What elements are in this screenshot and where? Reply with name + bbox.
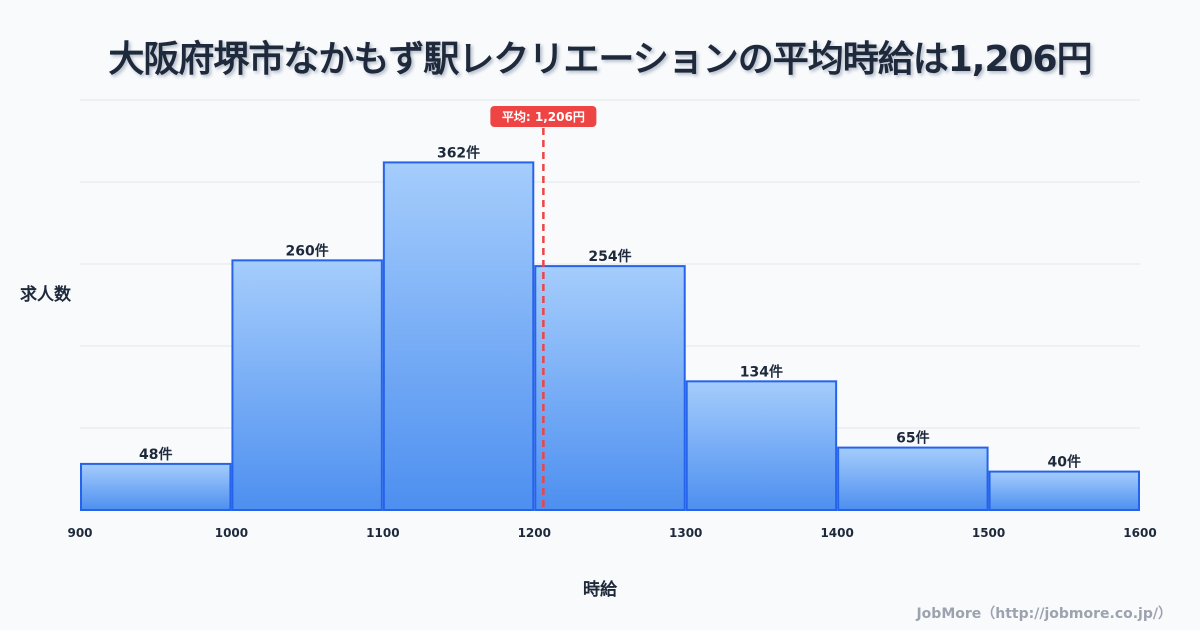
histogram-bar <box>988 470 1140 511</box>
histogram-bar <box>685 380 838 511</box>
x-axis-label: 時給 <box>583 580 617 600</box>
x-tick-label: 1600 <box>1123 526 1156 540</box>
bar-data-label: 48件 <box>139 446 172 463</box>
bar-data-label: 260件 <box>286 242 329 259</box>
bar-data-label: 65件 <box>896 430 929 447</box>
bar-data-label: 40件 <box>1048 454 1081 471</box>
bar-data-label: 254件 <box>588 248 631 265</box>
x-tick-label: 1300 <box>669 526 702 540</box>
footer-credit: JobMore（http://jobmore.co.jp/） <box>916 606 1172 622</box>
x-tick-label: 1400 <box>820 526 853 540</box>
bar-data-label: 134件 <box>740 363 783 380</box>
histogram-bar <box>534 265 686 512</box>
histogram-bar <box>382 161 535 511</box>
mean-label: 平均: 1,206円 <box>502 109 585 124</box>
histogram-bar <box>80 462 232 512</box>
x-tick-label: 1200 <box>518 526 551 540</box>
x-tick-label: 1100 <box>366 526 399 540</box>
histogram-bar <box>231 259 383 511</box>
histogram-bar <box>837 446 989 512</box>
x-tick-label: 900 <box>67 526 92 540</box>
y-axis-label: 求人数 <box>20 285 71 305</box>
bar-data-label: 362件 <box>437 144 480 161</box>
mean-label-badge <box>490 106 597 127</box>
x-tick-label: 1500 <box>972 526 1005 540</box>
x-tick-label: 1000 <box>215 526 248 540</box>
chart-title: 大阪府堺市なかもず駅レクリエーションの平均時給は1,206円 <box>108 39 1092 80</box>
